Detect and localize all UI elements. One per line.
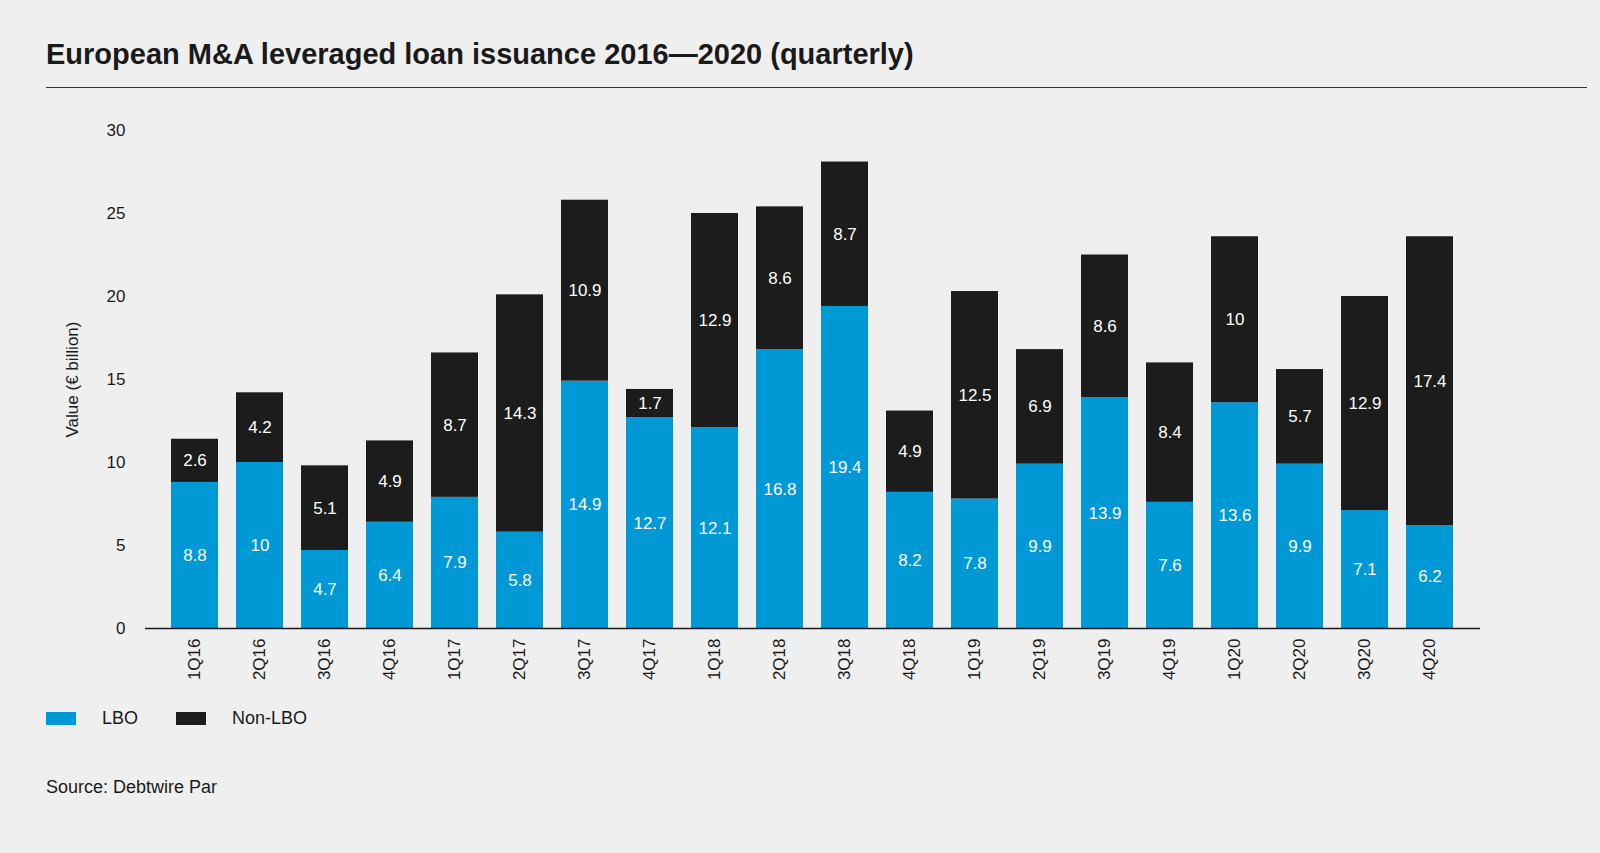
- svg-text:3Q19: 3Q19: [1095, 639, 1114, 681]
- svg-text:12.9: 12.9: [698, 311, 731, 330]
- svg-text:1Q17: 1Q17: [445, 639, 464, 681]
- svg-text:15: 15: [107, 370, 126, 389]
- svg-text:7.9: 7.9: [443, 553, 467, 572]
- svg-text:10: 10: [1226, 310, 1245, 329]
- svg-text:16.8: 16.8: [763, 480, 796, 499]
- svg-text:5: 5: [116, 536, 125, 555]
- svg-text:2.6: 2.6: [183, 451, 207, 470]
- svg-text:8.2: 8.2: [898, 551, 922, 570]
- svg-text:6.2: 6.2: [1418, 567, 1442, 586]
- svg-text:12.7: 12.7: [633, 514, 666, 533]
- svg-text:17.4: 17.4: [1413, 372, 1446, 391]
- svg-text:7.8: 7.8: [963, 554, 987, 573]
- svg-text:4Q20: 4Q20: [1420, 639, 1439, 681]
- svg-text:8.4: 8.4: [1158, 423, 1182, 442]
- svg-text:1Q20: 1Q20: [1225, 639, 1244, 681]
- svg-text:4Q18: 4Q18: [900, 639, 919, 681]
- svg-text:10.9: 10.9: [568, 281, 601, 300]
- svg-text:3Q18: 3Q18: [835, 639, 854, 681]
- svg-text:9.9: 9.9: [1288, 537, 1312, 556]
- svg-text:5.8: 5.8: [508, 571, 532, 590]
- html-text:European M&A leveraged loan is: European M&A leveraged loan issuance 201…: [46, 38, 914, 70]
- svg-text:5.7: 5.7: [1288, 407, 1312, 426]
- html-text:LBO: LBO: [102, 708, 138, 728]
- svg-text:6.9: 6.9: [1028, 397, 1052, 416]
- svg-text:6.4: 6.4: [378, 566, 402, 585]
- svg-text:2Q18: 2Q18: [770, 639, 789, 681]
- svg-text:30: 30: [107, 121, 126, 140]
- svg-text:2Q16: 2Q16: [250, 639, 269, 681]
- svg-text:8.7: 8.7: [443, 416, 467, 435]
- svg-text:14.3: 14.3: [503, 404, 536, 423]
- svg-text:10: 10: [107, 453, 126, 472]
- svg-text:2Q20: 2Q20: [1290, 639, 1309, 681]
- svg-text:12.9: 12.9: [1348, 394, 1381, 413]
- svg-text:12.5: 12.5: [958, 386, 991, 405]
- svg-text:5.1: 5.1: [313, 499, 337, 518]
- svg-text:4Q17: 4Q17: [640, 639, 659, 681]
- html-text:Non-LBO: Non-LBO: [232, 708, 308, 728]
- svg-text:1.7: 1.7: [638, 394, 662, 413]
- svg-text:25: 25: [107, 204, 126, 223]
- svg-text:13.6: 13.6: [1218, 506, 1251, 525]
- svg-text:4.7: 4.7: [313, 580, 337, 599]
- svg-text:4.2: 4.2: [248, 418, 272, 437]
- svg-text:2Q19: 2Q19: [1030, 639, 1049, 681]
- svg-text:19.4: 19.4: [828, 458, 861, 477]
- svg-text:12.1: 12.1: [698, 519, 731, 538]
- svg-text:4.9: 4.9: [898, 442, 922, 461]
- svg-text:8.7: 8.7: [833, 225, 857, 244]
- svg-text:7.1: 7.1: [1353, 560, 1377, 579]
- svg-text:14.9: 14.9: [568, 495, 601, 514]
- svg-text:10: 10: [251, 536, 270, 555]
- svg-text:4.9: 4.9: [378, 472, 402, 491]
- svg-text:13.9: 13.9: [1088, 504, 1121, 523]
- svg-text:3Q17: 3Q17: [575, 639, 594, 681]
- svg-text:4Q16: 4Q16: [380, 639, 399, 681]
- svg-text:1Q18: 1Q18: [705, 639, 724, 681]
- svg-text:3Q16: 3Q16: [315, 639, 334, 681]
- svg-text:3Q20: 3Q20: [1355, 639, 1374, 681]
- svg-text:0: 0: [116, 619, 125, 638]
- svg-text:8.6: 8.6: [1093, 317, 1117, 336]
- svg-text:8.8: 8.8: [183, 546, 207, 565]
- svg-text:Value (€ billion): Value (€ billion): [63, 322, 82, 438]
- svg-text:1Q19: 1Q19: [965, 639, 984, 681]
- svg-text:20: 20: [107, 287, 126, 306]
- svg-text:1Q16: 1Q16: [185, 639, 204, 681]
- svg-text:4Q19: 4Q19: [1160, 639, 1179, 681]
- svg-text:8.6: 8.6: [768, 269, 792, 288]
- html-text:Source: Debtwire Par: Source: Debtwire Par: [46, 777, 218, 797]
- svg-text:7.6: 7.6: [1158, 556, 1182, 575]
- svg-text:9.9: 9.9: [1028, 537, 1052, 556]
- svg-text:2Q17: 2Q17: [510, 639, 529, 681]
